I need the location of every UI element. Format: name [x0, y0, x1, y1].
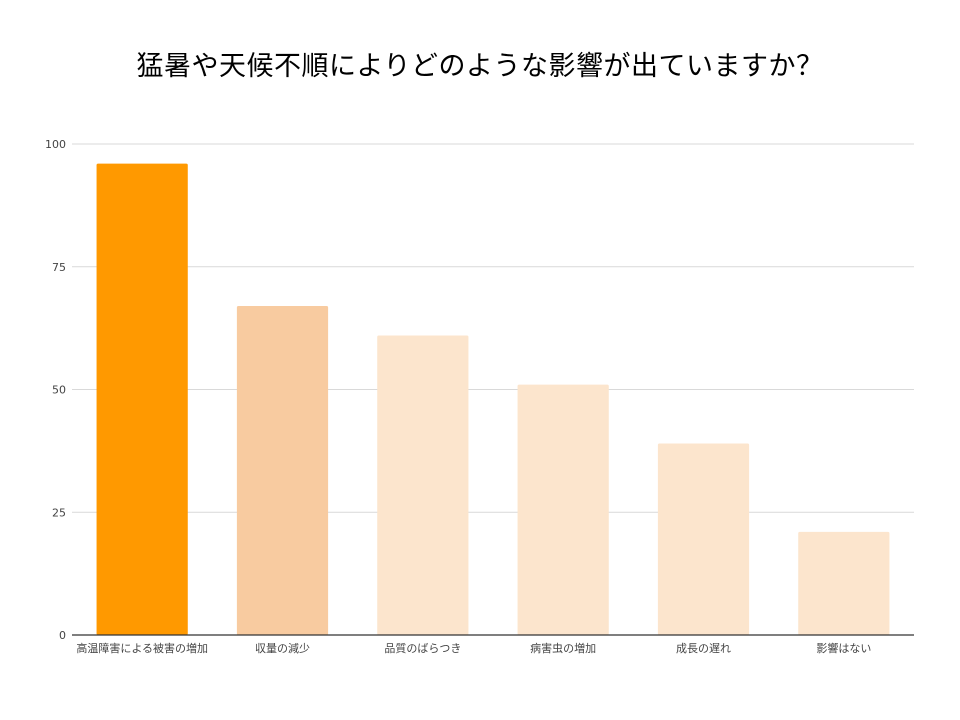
bar [657, 443, 750, 635]
bar [377, 335, 469, 635]
chart-title: 猛暑や天候不順によりどのような影響が出ていますか？ [136, 51, 824, 82]
x-tick-label: 品質のばらつき [384, 641, 461, 655]
y-tick-label: 100 [45, 138, 66, 151]
x-tick-label: 成長の遅れ [676, 642, 731, 655]
bar [517, 384, 609, 635]
y-tick-label: 75 [52, 261, 66, 274]
x-tick-label: 高温障害による被害の増加 [76, 641, 208, 655]
x-tick-label: 病害虫の増加 [530, 641, 596, 655]
y-tick-label: 0 [59, 629, 66, 642]
x-tick-label: 収量の減少 [255, 641, 310, 655]
bar [798, 531, 890, 635]
bar [236, 306, 329, 635]
x-tick-label: 影響はない [816, 641, 871, 655]
bar [96, 163, 188, 635]
y-tick-label: 50 [52, 384, 66, 397]
y-tick-label: 25 [52, 506, 66, 519]
